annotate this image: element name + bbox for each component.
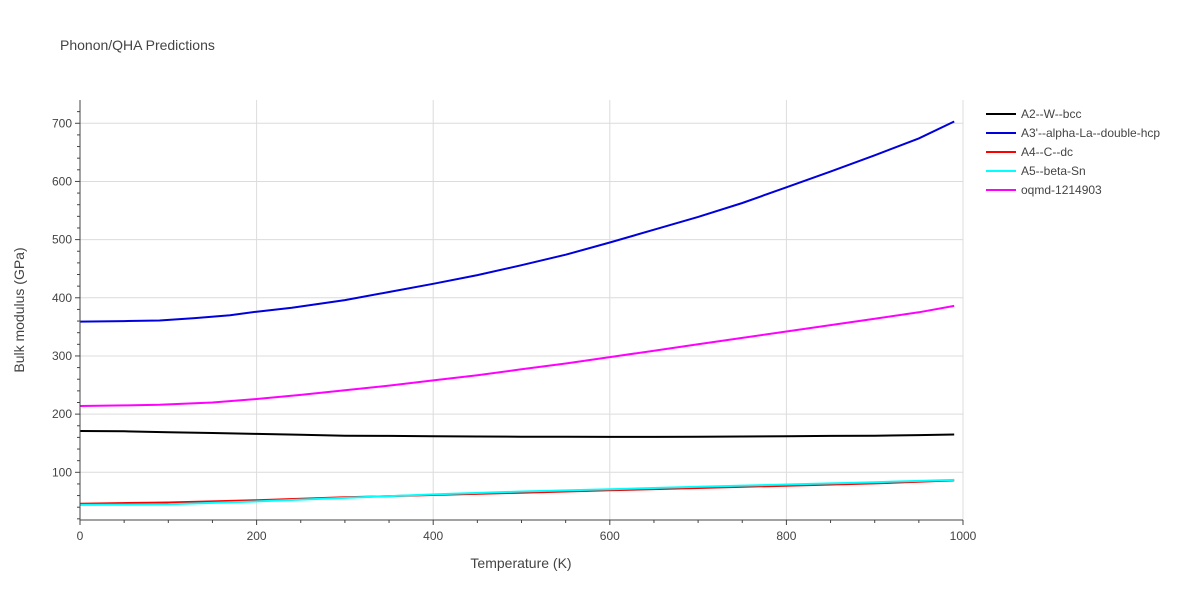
series-line-3[interactable] [79,479,955,505]
legend-item[interactable]: A2--W--bcc [986,107,1081,121]
y-tick-label: 600 [52,174,72,188]
legend-item[interactable]: A3'--alpha-La--double-hcp [986,126,1160,140]
legend-label: A2--W--bcc [1021,107,1081,121]
legend-label: A4--C--dc [1021,145,1073,159]
legend-item[interactable]: A4--C--dc [986,145,1073,159]
x-tick-label: 800 [776,529,796,543]
legend[interactable]: A2--W--bcc A3'--alpha-La--double-hcp A4--C… [986,107,1160,197]
legend-label: oqmd-1214903 [1021,183,1102,197]
legend-label: A5--beta-Sn [1021,164,1086,178]
axes: 0 200 400 600 800 1000 100 200 300 400 500 600 700 [52,100,977,543]
legend-item[interactable]: oqmd-1214903 [986,183,1102,197]
x-axis-title: Temperature (K) [470,555,571,571]
legend-item[interactable]: A5--beta-Sn [986,164,1086,178]
y-tick-label: 500 [52,233,72,247]
y-tick-label: 100 [52,465,72,479]
y-tick-label: 700 [52,116,72,130]
x-tick-label: 200 [247,529,267,543]
plot-area[interactable] [79,120,955,506]
x-tick-label: 400 [423,529,443,543]
series-line-2[interactable] [79,120,955,323]
series-line-5[interactable] [79,304,955,407]
x-tick-label: 600 [600,529,620,543]
grid [80,100,964,520]
y-tick-label: 200 [52,407,72,421]
y-tick-label: 300 [52,349,72,363]
y-axis-title: Bulk modulus (GPa) [11,247,27,372]
x-tick-label: 0 [77,529,84,543]
x-tick-label: 1000 [950,529,977,543]
series-line-1[interactable] [79,430,955,438]
chart-title: Phonon/QHA Predictions [60,37,215,53]
legend-label: A3'--alpha-La--double-hcp [1021,126,1160,140]
y-tick-label: 400 [52,291,72,305]
series-line-4[interactable] [79,478,955,506]
